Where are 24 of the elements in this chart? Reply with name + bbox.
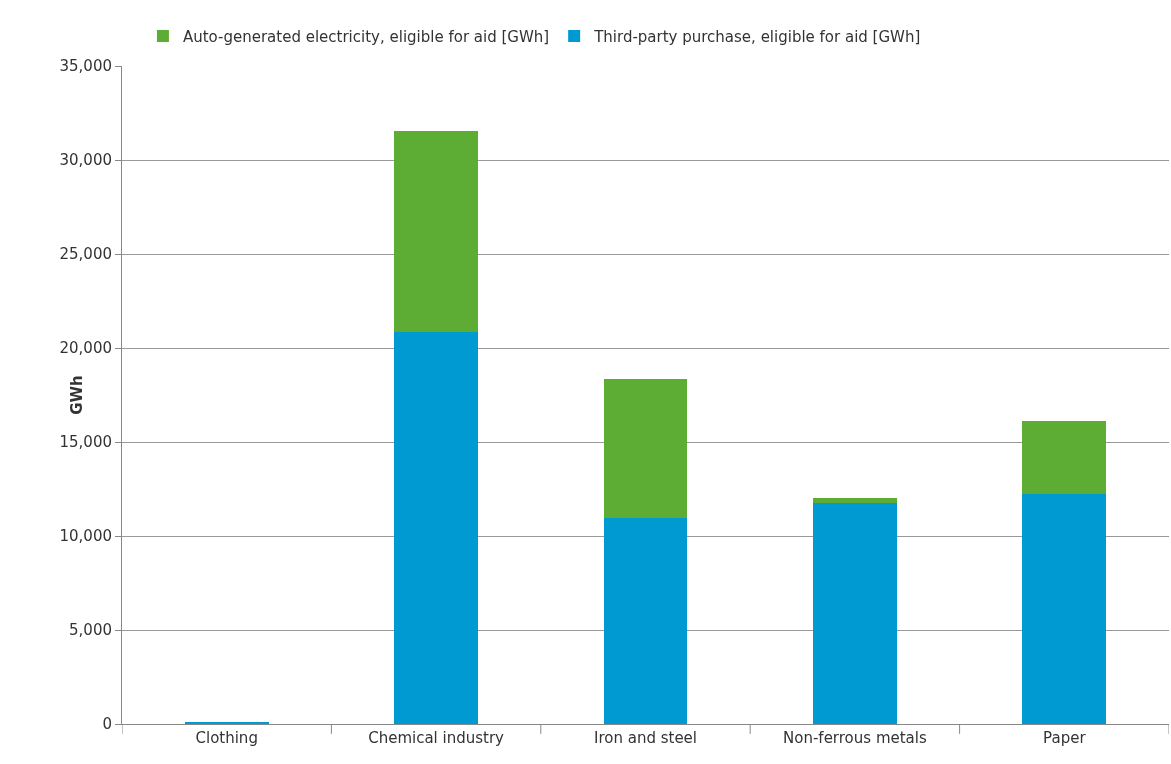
y-tick-label: 5,000: [69, 621, 112, 640]
x-tick-label: Clothing: [195, 729, 258, 747]
y-tick-label: 25,000: [59, 245, 112, 264]
x-tick-label: Paper: [1043, 729, 1087, 747]
bar: [394, 332, 478, 724]
y-axis-title: GWh: [68, 375, 86, 415]
legend-label: Third-party purchase, eligible for aid [GWh]: [593, 27, 921, 46]
legend-label: Auto-generated electricity, eligible for aid [GWh]: [182, 27, 550, 46]
y-tick-label: 20,000: [59, 339, 112, 358]
bar: [603, 518, 688, 724]
bar: [1022, 494, 1107, 724]
y-tick-label: 0: [102, 715, 112, 734]
bar: [1022, 420, 1107, 495]
bar: [603, 378, 688, 519]
y-tick-label: 10,000: [59, 527, 112, 546]
bar: [813, 498, 897, 504]
x-tick-label: Chemical industry: [368, 729, 505, 747]
x-tick-label: Iron and steel: [593, 729, 698, 747]
y-tick-label: 30,000: [59, 151, 112, 170]
y-tick-label: 35,000: [59, 57, 112, 76]
bar: [394, 131, 478, 333]
y-tick-label: 15,000: [59, 433, 112, 452]
x-tick-label: Non-ferrous metals: [783, 729, 927, 747]
bar: [813, 503, 897, 724]
